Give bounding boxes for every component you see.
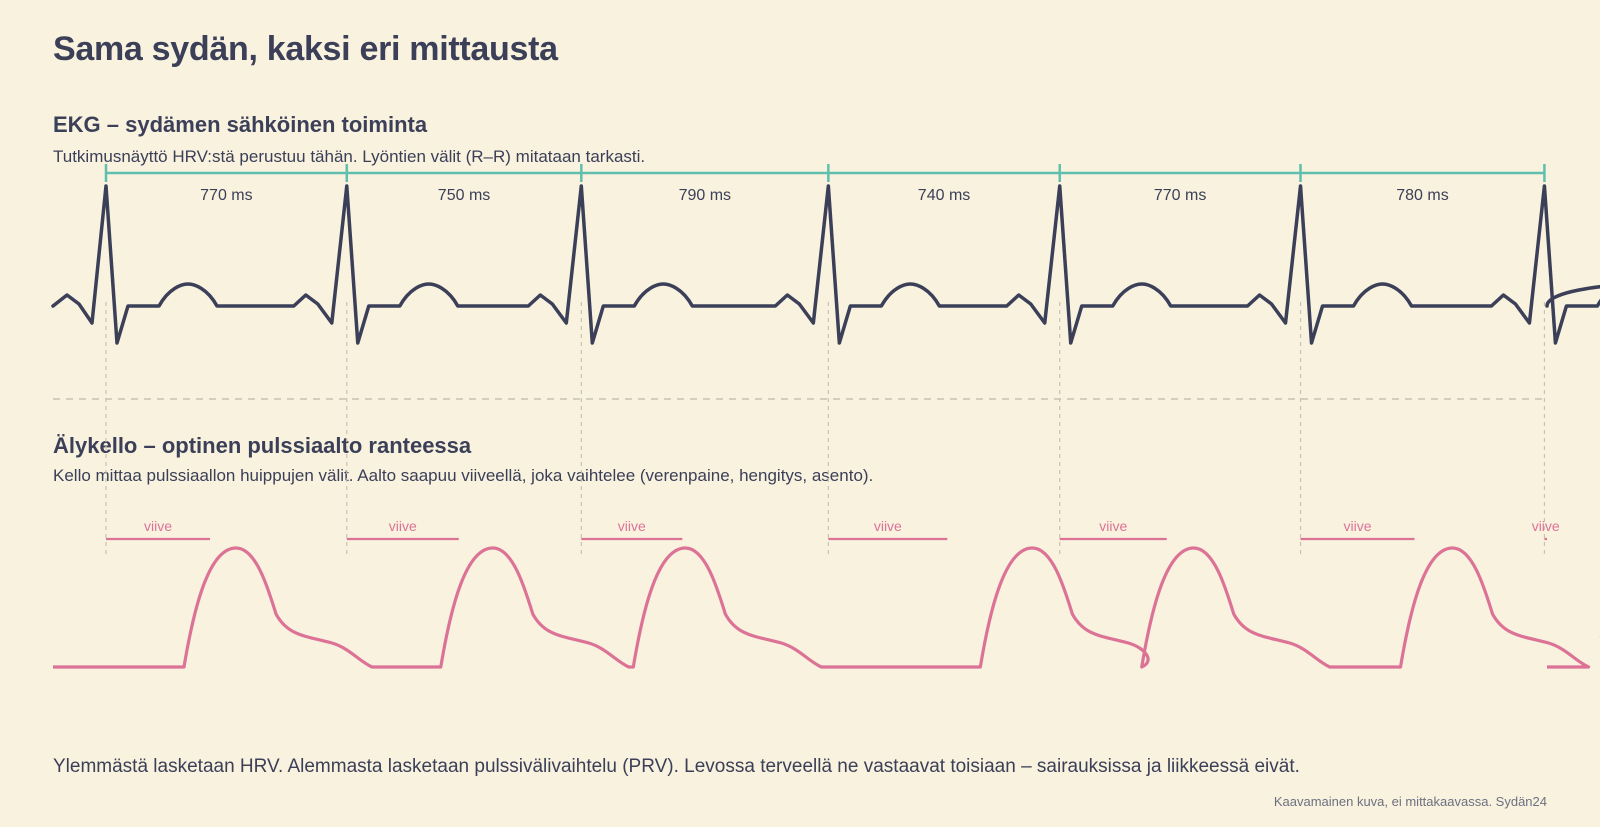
rr-interval-label: 740 ms [918, 187, 970, 204]
rr-interval-label: 770 ms [1154, 187, 1206, 204]
delay-label: viive [1344, 518, 1372, 534]
rr-interval-label: 770 ms [200, 187, 252, 204]
footer-note: Ylemmästä lasketaan HRV. Alemmasta laske… [53, 756, 1300, 777]
rr-interval-label: 750 ms [438, 187, 490, 204]
ekg-trace [51, 184, 1600, 345]
delay-label: viive [144, 518, 172, 534]
delay-label: viive [618, 518, 646, 534]
delay-label: viive [874, 518, 902, 534]
delay-label: viive [1532, 518, 1560, 534]
credit-note: Kaavamainen kuva, ei mittakaavassa. Sydä… [1273, 794, 1547, 809]
ekg-section-description: Tutkimusnäyttö HRV:stä perustuu tähän. L… [53, 147, 646, 166]
ekg-section-title: EKG – sydämen sähköinen toiminta [53, 112, 428, 137]
delay-label: viive [1099, 518, 1127, 534]
ppg-section-description: Kello mittaa pulssiaallon huippujen väli… [53, 466, 874, 485]
rr-interval-label: 780 ms [1396, 187, 1448, 204]
delay-label: viive [389, 518, 417, 534]
rr-interval-label: 790 ms [679, 187, 731, 204]
pulse-wave-trace [53, 546, 1591, 669]
ppg-section-title: Älykello – optinen pulssiaalto ranteessa [53, 433, 472, 458]
page-title: Sama sydän, kaksi eri mittausta [53, 30, 558, 68]
